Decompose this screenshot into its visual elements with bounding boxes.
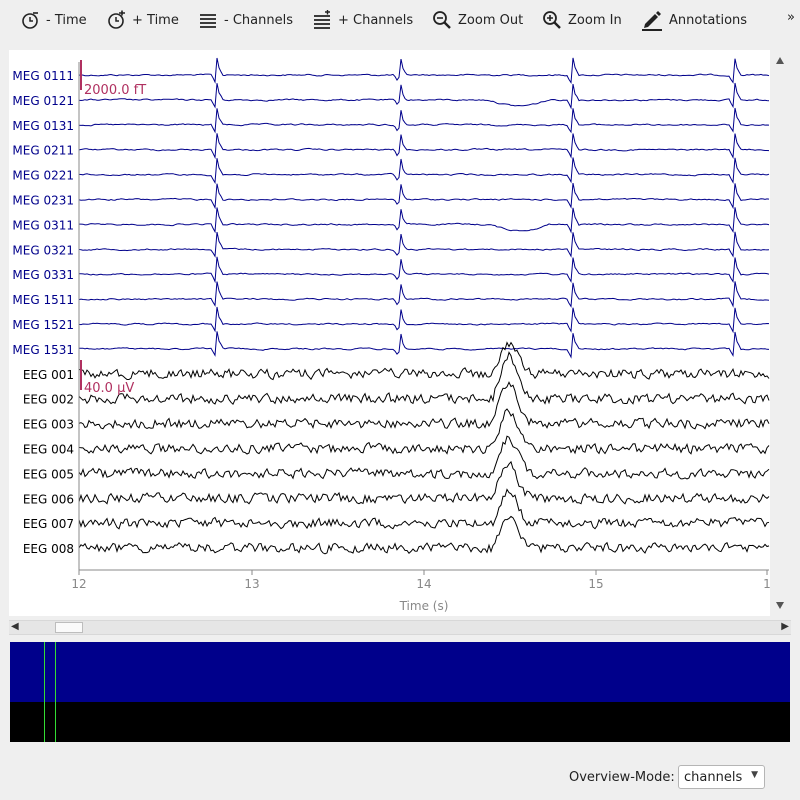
x-tick-label: 13 — [244, 577, 259, 591]
overview-mode-value: channels — [684, 770, 743, 785]
channel-label[interactable]: EEG 004 — [23, 443, 74, 457]
x-axis-label: Time (s) — [399, 599, 449, 613]
x-tick-label: 1 — [763, 577, 771, 591]
channel-trace[interactable] — [78, 460, 770, 505]
channel-trace[interactable] — [78, 231, 770, 258]
channel-trace[interactable] — [78, 341, 770, 381]
channel-label[interactable]: MEG 0321 — [12, 243, 74, 257]
channel-trace[interactable] — [78, 182, 770, 210]
horizontal-scroll-thumb[interactable] — [55, 622, 83, 633]
channel-label[interactable]: MEG 0111 — [12, 69, 74, 83]
channel-trace[interactable] — [78, 408, 770, 455]
zoom-in-label: Zoom In — [568, 12, 622, 28]
overview-mode-select[interactable]: channels ▼ — [678, 765, 765, 789]
overview-mode-label: Overview-Mode: — [569, 770, 675, 785]
channel-labels: MEG 0111 MEG 0121 MEG 0131 MEG 0211 MEG 0221… — [12, 69, 74, 556]
overview-eeg-band — [10, 702, 790, 742]
clock-minus-icon — [22, 12, 38, 29]
channel-label[interactable]: MEG 0211 — [12, 144, 74, 158]
channels-plus-icon — [314, 10, 330, 29]
channel-label[interactable]: MEG 0231 — [12, 194, 74, 208]
channel-label[interactable]: EEG 006 — [23, 492, 74, 506]
channel-label[interactable]: MEG 0121 — [12, 94, 74, 108]
decrease-time-label: - Time — [46, 12, 87, 28]
channels-minus-icon — [200, 14, 216, 28]
decrease-time-button[interactable]: - Time — [20, 6, 87, 34]
increase-time-label: + Time — [132, 12, 179, 28]
channel-trace[interactable] — [78, 488, 770, 530]
channel-trace[interactable] — [78, 82, 770, 110]
overview-view-end-marker[interactable] — [55, 642, 56, 742]
overview-bar[interactable] — [10, 642, 790, 742]
channel-trace[interactable] — [78, 157, 770, 185]
clock-plus-icon — [108, 10, 125, 29]
scroll-up-arrow[interactable] — [776, 57, 784, 64]
channel-label[interactable]: EEG 003 — [23, 418, 74, 432]
channel-label[interactable]: EEG 002 — [23, 393, 74, 407]
channel-label[interactable]: MEG 1521 — [12, 318, 74, 332]
channel-trace[interactable] — [78, 57, 770, 84]
plot-canvas: MEG 0111 MEG 0121 MEG 0131 MEG 0211 MEG 0221… — [12, 50, 791, 616]
x-tick-label: 12 — [71, 577, 86, 591]
channel-trace[interactable] — [79, 207, 770, 234]
decrease-channels-button[interactable]: - Channels — [198, 6, 293, 34]
channel-label[interactable]: EEG 008 — [23, 542, 74, 556]
x-tick-label: 14 — [416, 577, 431, 591]
scroll-left-arrow[interactable]: ◀ — [11, 621, 19, 632]
scroll-down-arrow[interactable] — [776, 602, 784, 609]
channel-label[interactable]: MEG 0221 — [12, 169, 74, 183]
channel-trace[interactable] — [78, 381, 770, 430]
channel-label[interactable]: MEG 1531 — [12, 343, 74, 357]
channel-trace[interactable] — [78, 133, 770, 160]
overview-meg-band — [10, 642, 790, 702]
zoom-out-label: Zoom Out — [458, 12, 524, 28]
channel-trace[interactable] — [78, 515, 770, 555]
channel-trace[interactable] — [78, 281, 770, 308]
channel-label[interactable]: EEG 007 — [23, 517, 74, 531]
increase-channels-label: + Channels — [338, 12, 414, 28]
x-ticks: 12 13 14 15 1 — [71, 570, 771, 591]
zoom-in-icon — [543, 11, 561, 29]
vertical-scrollbar[interactable] — [770, 50, 791, 616]
scale-bars: 2000.0 fT 40.0 µV — [80, 60, 146, 396]
meg-scale-label: 2000.0 fT — [84, 83, 146, 98]
channel-label[interactable]: EEG 001 — [23, 368, 74, 382]
zoom-out-button[interactable]: Zoom Out — [432, 6, 523, 34]
horizontal-scrollbar[interactable]: ◀ ▶ — [9, 620, 791, 635]
channel-label[interactable]: MEG 0331 — [12, 268, 74, 282]
scroll-right-arrow[interactable]: ▶ — [781, 621, 789, 632]
channel-trace[interactable] — [78, 306, 770, 334]
channel-label[interactable]: MEG 0311 — [12, 218, 74, 232]
increase-channels-button[interactable]: + Channels — [312, 6, 413, 34]
chevron-down-icon: ▼ — [751, 770, 758, 780]
channel-trace[interactable] — [78, 256, 770, 284]
channel-label[interactable]: MEG 0131 — [12, 119, 74, 133]
increase-time-button[interactable]: + Time — [106, 6, 179, 34]
channel-trace[interactable] — [78, 351, 770, 406]
channel-label[interactable]: MEG 1511 — [12, 293, 74, 307]
toolbar: - Time + Time - Channels + Channels Zoom… — [0, 0, 800, 40]
overview-view-start-marker[interactable] — [44, 642, 45, 742]
channel-trace[interactable] — [78, 435, 770, 480]
x-tick-label: 15 — [588, 577, 603, 591]
decrease-channels-label: - Channels — [224, 12, 293, 28]
annotations-button[interactable]: Annotations — [641, 6, 747, 34]
eeg-scale-label: 40.0 µV — [84, 381, 134, 396]
channel-label[interactable]: EEG 005 — [23, 467, 74, 481]
zoom-out-icon — [433, 11, 451, 29]
annotations-label: Annotations — [669, 12, 748, 28]
raw-data-plot[interactable]: MEG 0111 MEG 0121 MEG 0131 MEG 0211 MEG 0221… — [9, 50, 791, 616]
channel-trace[interactable] — [78, 107, 770, 134]
trace-group — [78, 57, 770, 555]
toolbar-overflow-button[interactable]: » — [787, 10, 795, 25]
channel-trace[interactable] — [79, 331, 770, 359]
zoom-in-button[interactable]: Zoom In — [542, 6, 622, 34]
pen-icon — [642, 11, 662, 31]
